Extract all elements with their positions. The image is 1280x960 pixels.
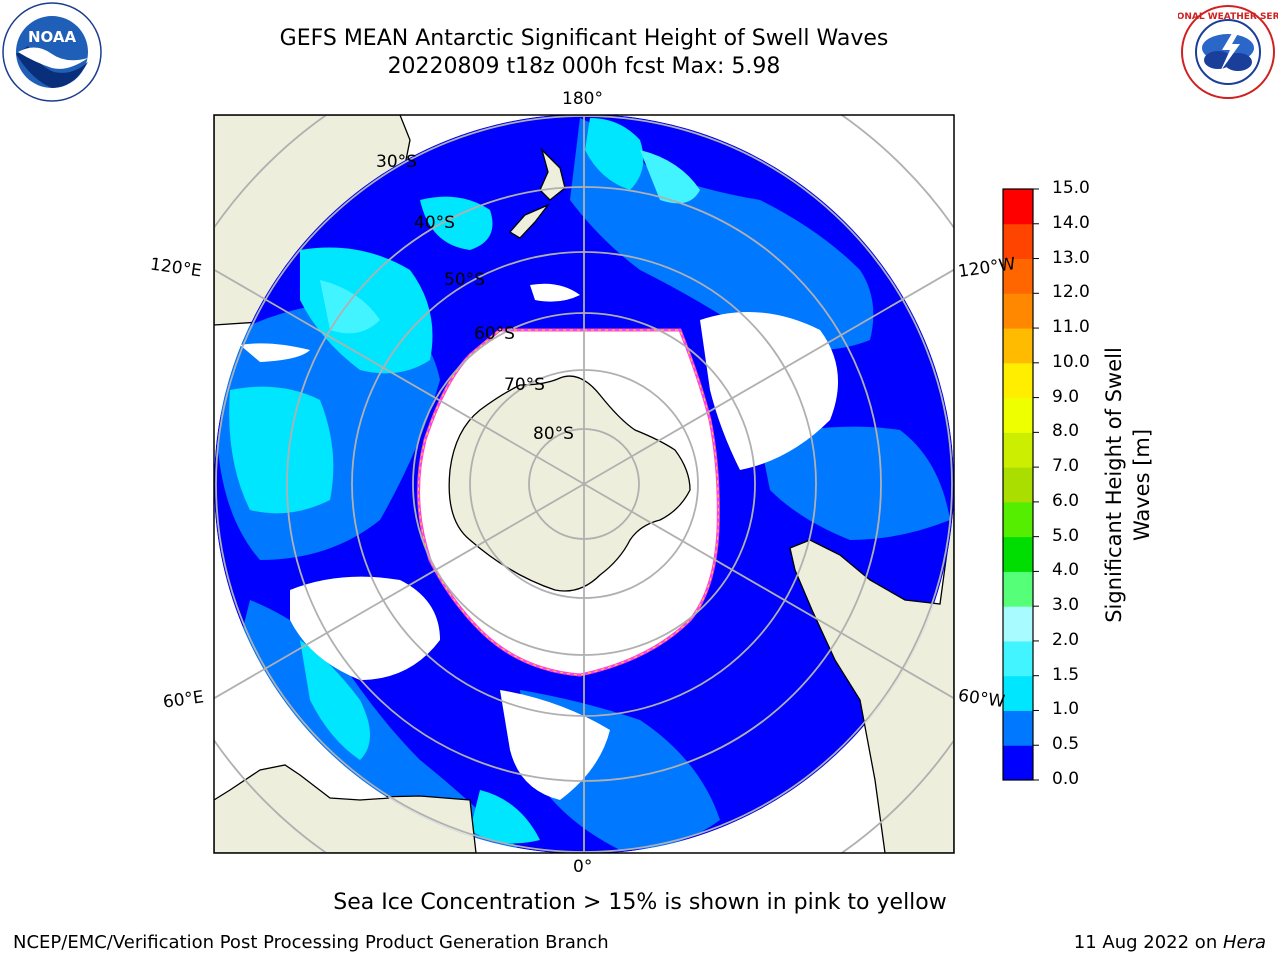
colorbar-tick-label: 0.5	[1052, 734, 1080, 755]
lat-label-40s: 40°S	[414, 213, 455, 233]
colorbar-segment	[1003, 293, 1033, 329]
chart-subtitle: 20220809 t18z 000h fcst Max: 5.98	[387, 54, 781, 79]
colorbar-tick-label: 13.0	[1052, 247, 1090, 268]
colorbar-segment	[1003, 536, 1033, 572]
colorbar-tick-label: 11.0	[1052, 317, 1090, 338]
colorbar-label-line1: Significant Height of Swell	[1102, 347, 1126, 623]
colorbar-segment	[1003, 745, 1033, 781]
colorbar-tick-label: 9.0	[1052, 386, 1080, 407]
colorbar-tick-label: 2.0	[1052, 629, 1080, 650]
colorbar-tick-label: 1.0	[1052, 699, 1080, 720]
colorbar-segment	[1003, 397, 1033, 433]
colorbar-tick-label: 8.0	[1052, 421, 1080, 442]
footer-host: Hera	[1222, 932, 1266, 953]
colorbar-tick-label: 0.0	[1052, 769, 1080, 789]
colorbar-segment	[1003, 362, 1033, 399]
lon-label-0: 0°	[573, 857, 593, 877]
colorbar-segment	[1003, 571, 1033, 607]
lat-label-30s: 30°S	[376, 152, 417, 172]
footer-date-text: 11 Aug 2022 on	[1073, 932, 1223, 953]
colorbar-tick-label: 12.0	[1052, 282, 1090, 303]
svg-text:NATIONAL WEATHER SERVICE: NATIONAL WEATHER SERVICE	[1178, 12, 1278, 22]
colorbar-segment	[1003, 328, 1033, 364]
new-zealand-south	[508, 203, 551, 239]
colorbar-tick-label: 1.5	[1052, 664, 1080, 685]
colorbar-tick-label: 3.0	[1052, 595, 1080, 616]
colorbar-tick-label: 14.0	[1052, 212, 1090, 233]
lat-label-50s: 50°S	[444, 270, 485, 290]
colorbar-tick-label: 15.0	[1052, 178, 1090, 198]
antarctica-land	[448, 375, 691, 592]
africa-land	[214, 764, 477, 853]
lat-label-70s: 70°S	[504, 375, 545, 395]
colorbar	[1003, 188, 1039, 781]
lat-label-60s: 60°S	[474, 324, 515, 344]
colorbar-segment	[1003, 189, 1033, 225]
colorbar-label-line2: Waves [m]	[1130, 428, 1154, 542]
nws-logo: NATIONAL WEATHER SERVICE	[1178, 5, 1278, 99]
noaa-logo: NOAA	[2, 2, 102, 102]
colorbar-segment	[1003, 258, 1033, 294]
colorbar-tick-label: 7.0	[1052, 456, 1080, 477]
svg-text:NOAA: NOAA	[28, 28, 77, 46]
colorbar-segment	[1003, 606, 1033, 642]
colorbar-tick-label: 10.0	[1052, 351, 1090, 372]
colorbar-segment	[1003, 501, 1033, 538]
lat-label-80s: 80°S	[533, 424, 574, 444]
open-water-white-areas	[240, 283, 838, 800]
colorbar-segment	[1003, 640, 1033, 677]
swell-field	[218, 118, 950, 850]
colorbar-segment	[1003, 223, 1033, 260]
colorbar-tick-label: 4.0	[1052, 560, 1080, 581]
colorbar-segment	[1003, 710, 1033, 746]
colorbar-segment	[1003, 675, 1033, 711]
colorbar-segment	[1003, 432, 1033, 468]
colorbar-frame	[1002, 188, 1034, 781]
chart-title: GEFS MEAN Antarctic Significant Height o…	[279, 26, 889, 51]
colorbar-tick-label: 5.0	[1052, 525, 1080, 546]
map-frame	[213, 114, 955, 854]
graticule	[214, 115, 954, 853]
footer-date: 11 Aug 2022 on Hera	[1074, 932, 1266, 953]
footer-credit: NCEP/EMC/Verification Post Processing Pr…	[13, 932, 609, 953]
sea-ice-caption: Sea Ice Concentration > 15% is shown in …	[333, 890, 947, 915]
colorbar-tick-label: 6.0	[1052, 490, 1080, 511]
lon-label-180: 180°	[562, 89, 603, 109]
colorbar-segment	[1003, 467, 1033, 503]
